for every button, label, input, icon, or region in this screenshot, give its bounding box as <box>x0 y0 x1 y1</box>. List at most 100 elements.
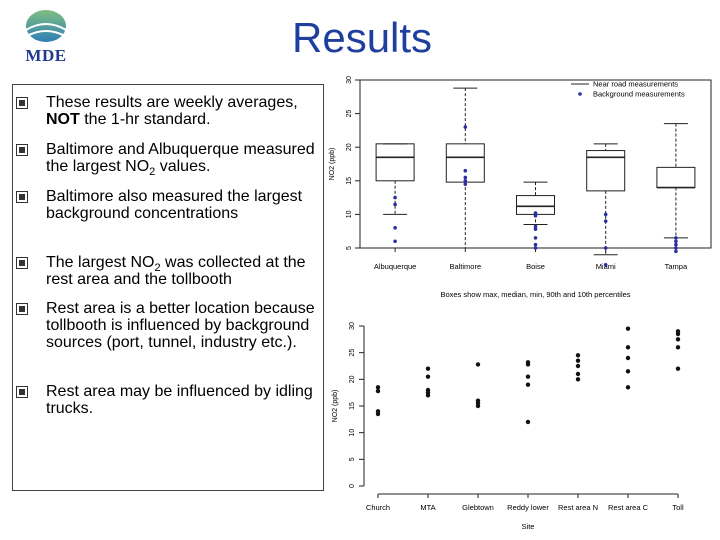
data-point <box>675 345 681 350</box>
y-tick-label: 0 <box>349 484 356 488</box>
background-point <box>674 249 678 254</box>
background-point <box>393 226 397 230</box>
bullet-text: Rest area is a better location because t… <box>46 300 315 351</box>
legend-label-near-road: Near road measurements <box>593 80 678 89</box>
background-point <box>463 175 468 180</box>
y-tick-label: 25 <box>346 110 353 118</box>
background-point <box>393 202 397 207</box>
data-point <box>575 358 581 363</box>
data-point <box>375 411 381 417</box>
bullet-text: Baltimore also measured the largest back… <box>46 188 303 222</box>
data-point <box>575 363 581 369</box>
bullet-item: Rest area is a better location because t… <box>16 300 316 351</box>
box <box>656 166 696 189</box>
background-point <box>393 239 397 244</box>
data-point <box>525 419 531 425</box>
data-point <box>425 393 431 398</box>
mde-logo: MDE <box>20 8 72 65</box>
y-tick-label: 5 <box>349 457 356 461</box>
y-tick-label: 30 <box>346 76 353 84</box>
bullet-text: Baltimore and Albuquerque measured the l… <box>46 141 315 179</box>
background-point <box>533 242 538 247</box>
page-title: Results <box>292 14 433 61</box>
bullet-item: These results are weekly averages, NOT t… <box>16 94 316 128</box>
x-tick-label: Boise <box>526 262 545 271</box>
data-point <box>625 385 631 390</box>
background-point <box>674 246 678 250</box>
checkbox-bullet-icon <box>16 144 28 156</box>
bullet-text: These results are weekly averages, NOT t… <box>46 94 298 128</box>
background-point <box>533 236 538 240</box>
x-tick-label: Church <box>366 503 390 512</box>
plot-frame <box>359 79 712 249</box>
checkbox-bullet-icon <box>16 257 28 269</box>
data-point <box>625 355 631 361</box>
x-tick-label: Glebtown <box>462 503 494 512</box>
box <box>375 143 415 182</box>
x-tick-label: Albuquerque <box>374 262 417 271</box>
bullet-item: Rest area may be influenced by idling tr… <box>16 383 316 417</box>
background-point <box>674 239 678 244</box>
box <box>586 150 626 192</box>
y-tick-label: 20 <box>346 143 353 151</box>
data-point <box>675 331 681 337</box>
background-point <box>463 168 468 173</box>
y-tick-label: 15 <box>349 402 356 410</box>
bullet-text: Rest area may be influenced by idling tr… <box>46 383 313 417</box>
legend-label-background: Background measurements <box>593 90 685 99</box>
background-point <box>603 212 608 217</box>
x-axis-label: Site <box>522 522 535 531</box>
data-point <box>425 374 431 379</box>
data-point <box>525 382 531 387</box>
mde-logo-graphic <box>25 10 67 42</box>
bullet-text: The largest NO2 was collected at the res… <box>46 254 306 288</box>
x-tick-label: Reddy lower <box>507 503 549 512</box>
background-point <box>393 195 397 200</box>
box-plot-chart: 5 10 15 20 25 30 NO2 (ppb) Albuquerque Baltimore… <box>329 76 712 299</box>
background-point <box>603 263 608 267</box>
bullet-item: Baltimore and Albuquerque measured the l… <box>16 141 316 179</box>
background-point <box>463 125 468 129</box>
data-point <box>525 362 531 367</box>
background-point <box>533 213 538 218</box>
data-point <box>625 345 631 350</box>
data-point <box>375 385 381 390</box>
x-tick-label: Rest area C <box>608 503 649 512</box>
scatter-plot-chart: 0 5 10 15 20 25 30 NO2 (ppb) Church MTA Glebtown Re… <box>332 322 684 531</box>
chart-caption: Boxes show max, median, min, 90th and 10… <box>440 290 630 299</box>
data-point <box>525 374 531 379</box>
data-point <box>675 366 681 371</box>
x-tick-label: Baltimore <box>449 262 481 271</box>
background-point <box>674 242 678 247</box>
checkbox-bullet-icon <box>16 191 28 203</box>
y-tick-label: 25 <box>349 349 356 357</box>
legend-point-background <box>578 92 582 96</box>
y-tick-label: 10 <box>349 429 356 437</box>
x-tick-label: MTA <box>420 503 435 512</box>
y-tick-label: 15 <box>346 177 353 185</box>
background-point <box>533 211 538 215</box>
y-axis-label: NO2 (ppb) <box>329 148 336 181</box>
checkbox-bullet-icon <box>16 97 28 109</box>
y-tick-label: 30 <box>349 322 356 330</box>
background-point <box>463 182 468 186</box>
data-point <box>475 403 481 409</box>
data-point <box>625 369 631 374</box>
checkbox-bullet-icon <box>16 386 28 398</box>
data-point <box>575 377 581 382</box>
x-tick-label: Toll <box>672 503 684 512</box>
background-point <box>533 227 538 231</box>
data-point <box>475 362 481 367</box>
bullet-panel <box>12 84 324 491</box>
background-point <box>603 219 608 223</box>
background-point <box>533 246 538 250</box>
data-point <box>375 388 381 394</box>
background-point <box>603 246 608 250</box>
data-point <box>575 353 581 358</box>
logo-text: MDE <box>25 46 67 65</box>
background-point <box>674 236 678 240</box>
y-tick-label: 5 <box>346 246 353 250</box>
background-point <box>463 179 468 183</box>
checkbox-bullet-icon <box>16 303 28 315</box>
bullet-item: Baltimore also measured the largest back… <box>16 188 316 222</box>
